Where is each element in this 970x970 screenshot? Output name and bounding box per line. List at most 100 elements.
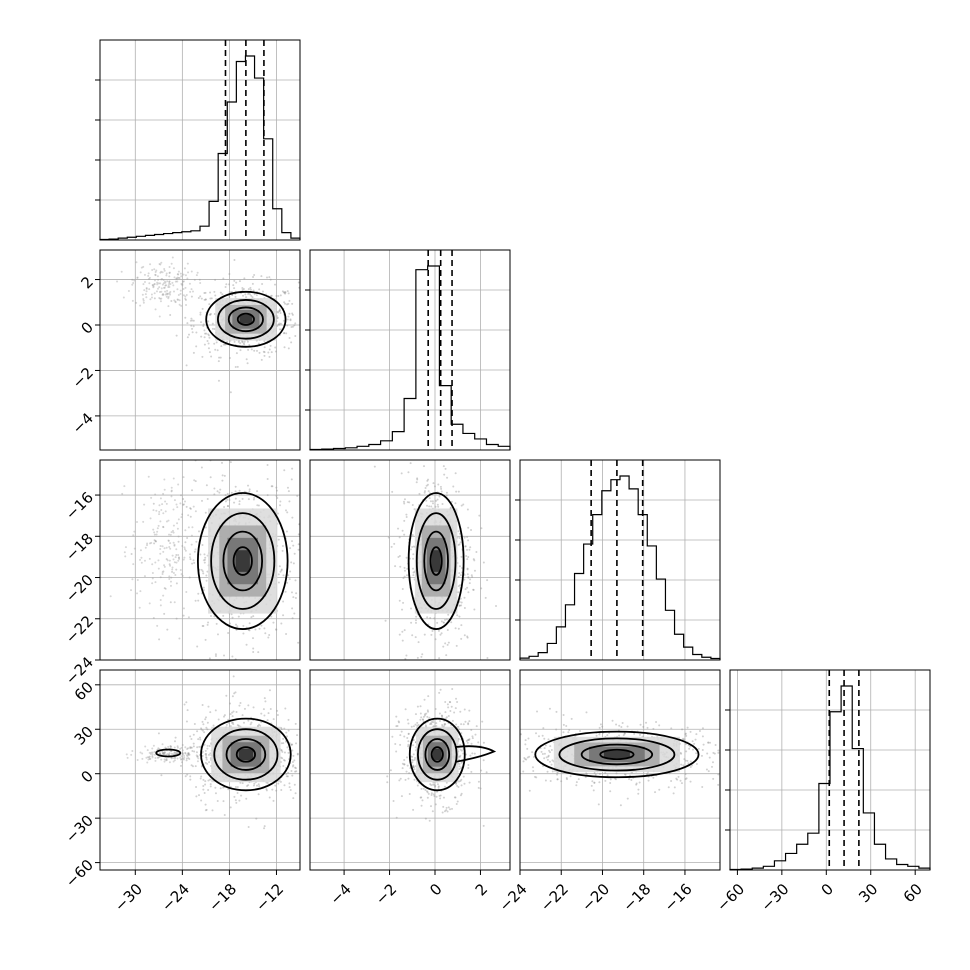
scatter-point-3-0: [198, 745, 201, 748]
xtick-label-3-2: 0: [818, 880, 837, 899]
scatter-point-2-1: [437, 505, 440, 508]
scatter-point-1-0: [149, 263, 152, 266]
scatter-point-2-1: [432, 693, 434, 695]
scatter-point-3-0: [149, 753, 152, 756]
scatter-point-3-1: [430, 723, 433, 726]
scatter-point-3-0: [292, 764, 295, 767]
scatter-point-3-0: [208, 745, 211, 748]
scatter-point-3-2: [547, 754, 550, 757]
scatter-point-1-0: [285, 332, 288, 335]
scatter-point-1-0: [160, 290, 163, 293]
scatter-point-2-1: [460, 604, 463, 607]
scatter-point-2-0: [175, 617, 178, 620]
scatter-point-2-0: [154, 540, 157, 543]
scatter-point-3-1: [395, 725, 398, 728]
scatter-point-3-0: [285, 775, 288, 778]
scatter-point-1-0: [288, 337, 291, 340]
scatter-point-2-1: [403, 519, 406, 522]
scatter-point-1-0: [142, 298, 145, 301]
scatter-point-1-0: [219, 356, 222, 359]
scatter-point-1-0: [208, 313, 211, 316]
hist-step-0: [99, 55, 301, 241]
scatter-point-3-0: [291, 765, 294, 768]
scatter-point-1-0: [222, 277, 225, 280]
scatter-point-1-0: [291, 313, 294, 316]
scatter-point-3-1: [458, 728, 461, 731]
scatter-point-2-0: [170, 495, 173, 498]
scatter-point-3-0: [205, 726, 208, 729]
scatter-point-3-0: [280, 726, 283, 729]
scatter-point-3-2: [713, 752, 716, 755]
scatter-point-3-2: [585, 772, 588, 775]
scatter-point-2-0: [224, 500, 227, 503]
scatter-point-3-1: [421, 799, 424, 802]
scatter-point-2-0: [169, 584, 172, 587]
scatter-point-3-0: [173, 740, 176, 743]
scatter-point-3-0: [163, 758, 166, 761]
scatter-point-2-1: [403, 566, 406, 569]
scatter-point-1-0: [191, 290, 194, 293]
scatter-point-2-1: [484, 596, 487, 599]
scatter-point-2-0: [163, 488, 166, 491]
scatter-point-1-0: [291, 302, 294, 305]
scatter-point-3-1: [427, 710, 430, 713]
scatter-point-1-0: [207, 342, 210, 345]
scatter-point-2-0: [182, 503, 185, 506]
scatter-point-1-0: [172, 284, 175, 287]
scatter-point-3-0: [203, 731, 206, 734]
scatter-point-3-0: [285, 735, 288, 738]
scatter-point-3-0: [265, 788, 268, 791]
scatter-point-3-0: [161, 750, 164, 753]
scatter-point-2-0: [168, 559, 171, 562]
scatter-point-2-0: [201, 687, 203, 689]
scatter-point-2-0: [230, 491, 233, 494]
scatter-point-2-0: [291, 607, 294, 610]
scatter-point-2-1: [441, 502, 444, 505]
scatter-point-3-1: [434, 784, 437, 787]
scatter-point-3-0: [172, 760, 175, 763]
scatter-point-3-0: [187, 753, 190, 756]
scatter-point-1-0: [191, 327, 194, 330]
scatter-point-1-0: [162, 286, 165, 289]
scatter-point-3-2: [565, 776, 568, 779]
scatter-point-2-0: [251, 444, 253, 446]
contour-3-0-3: [235, 746, 256, 763]
scatter-point-2-1: [465, 555, 468, 558]
scatter-point-2-0: [204, 638, 207, 641]
scatter-point-1-0: [215, 341, 218, 344]
scatter-point-3-2: [672, 792, 675, 795]
scatter-point-3-2: [569, 775, 572, 778]
scatter-point-3-2: [646, 772, 649, 775]
scatter-point-3-0: [170, 757, 173, 760]
contour-2-1-2: [423, 530, 449, 592]
scatter-point-2-1: [444, 467, 447, 470]
scatter-point-1-0: [253, 349, 256, 352]
scatter-point-1-0: [287, 347, 290, 350]
scatter-point-3-1: [419, 796, 422, 799]
scatter-point-2-0: [175, 503, 178, 506]
scatter-point-3-0: [136, 759, 139, 762]
scatter-point-3-1: [412, 759, 415, 762]
scatter-point-2-0: [290, 591, 293, 594]
scatter-point-3-0: [174, 752, 177, 755]
scatter-point-3-2: [595, 734, 598, 737]
scatter-point-3-2: [702, 743, 705, 746]
scatter-point-3-1: [432, 725, 435, 728]
scatter-point-3-2: [675, 777, 678, 780]
scatter-point-1-0: [250, 348, 253, 351]
scatter-point-3-0: [256, 784, 259, 787]
scatter-point-3-1: [399, 734, 402, 737]
scatter-point-2-0: [177, 540, 180, 543]
scatter-point-3-2: [524, 758, 527, 761]
scatter-point-2-1: [427, 478, 430, 481]
scatter-point-3-0: [183, 756, 186, 759]
scatter-point-3-0: [232, 710, 235, 713]
scatter-point-1-0: [294, 335, 297, 338]
scatter-point-3-0: [294, 766, 297, 769]
scatter-point-1-0: [247, 288, 250, 291]
scatter-point-2-0: [180, 573, 183, 576]
scatter-point-2-0: [246, 664, 248, 666]
scatter-point-1-0: [173, 299, 176, 302]
scatter-point-3-2: [638, 733, 641, 736]
scatter-point-3-0: [280, 749, 283, 752]
